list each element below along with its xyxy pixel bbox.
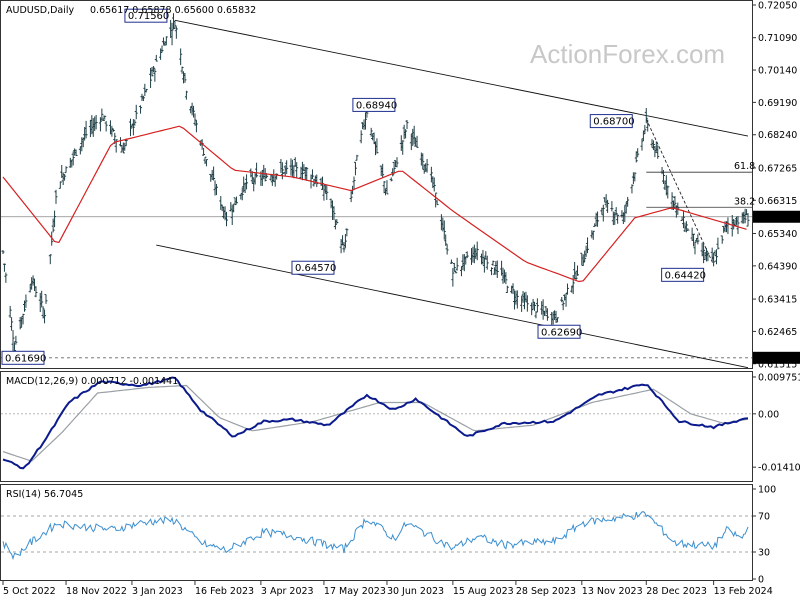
- level-label: 0.61690: [5, 353, 46, 364]
- price-bars: [1, 13, 750, 353]
- macd-panel-frame: [0, 371, 753, 482]
- current-price-label: 0.65832: [758, 212, 797, 223]
- price-tick-label: 0.71090: [758, 33, 797, 44]
- level-label: 0.68700: [593, 117, 634, 128]
- support-price-tag: [753, 351, 800, 364]
- price-panel-frame: [0, 0, 753, 369]
- rsi-panel-frame: [0, 484, 753, 581]
- level-box: [537, 324, 581, 339]
- x-tick-label: 13 Feb 2024: [714, 586, 773, 597]
- rsi-tick-label: 100: [758, 485, 776, 496]
- x-tick-label: 30 Jun 2023: [387, 586, 444, 597]
- symbol-header: AUDUSD,Daily: [6, 5, 75, 16]
- watermark: ActionForex.com: [530, 39, 725, 69]
- level-label: 0.64420: [665, 270, 706, 281]
- price-tick-label: 0.72050: [758, 1, 797, 12]
- channel-upper-line: [174, 19, 749, 137]
- rsi-tick-label: 30: [758, 548, 770, 559]
- price-tick-label: 0.61515: [758, 359, 797, 370]
- macd-signal-line: [2, 384, 749, 462]
- ohlc-header: 0.65617 0.65878 0.65600 0.65832: [90, 5, 256, 16]
- level-label: 0.64570: [295, 263, 336, 274]
- x-tick-label: 3 Apr 2023: [261, 586, 314, 597]
- fib-label-61.8: 61.8: [734, 161, 755, 172]
- macd-tick-label: 0.00: [758, 409, 779, 420]
- fib-label-38.2: 38.2: [734, 196, 755, 207]
- rsi-title: RSI(14) 56.7045: [6, 489, 83, 500]
- price-tick-label: 0.65340: [758, 229, 797, 240]
- ema-line: [2, 125, 747, 283]
- price-tick-label: 0.67265: [758, 163, 797, 174]
- macd-title: MACD(12,26,9) 0.000712 -0.001441: [6, 376, 178, 387]
- price-tick-label: 0.62465: [758, 327, 797, 338]
- rsi-line: [2, 511, 749, 561]
- support-price-label: 0.61690: [758, 353, 797, 364]
- macd-main-line: [2, 376, 749, 470]
- level-labels: 61.8 38.2 0.71560 0.68940 0.64570 0.62690 0.68…: [1, 8, 755, 365]
- price-tick-label: 0.69190: [758, 98, 797, 109]
- rsi-tick-label: 70: [758, 512, 770, 523]
- level-box: [1, 350, 45, 365]
- x-tick-label: 5 Oct 2022: [3, 586, 56, 597]
- price-tick-label: 0.68240: [758, 130, 797, 141]
- price-plot: [1, 13, 752, 369]
- x-tick-label: 17 May 2023: [324, 586, 386, 597]
- x-tick-label: 15 Aug 2023: [453, 586, 514, 597]
- level-box: [661, 267, 705, 282]
- projection-dashed-line: [645, 118, 715, 266]
- level-box: [291, 260, 335, 275]
- level-label: 0.71560: [128, 11, 169, 22]
- level-box: [589, 114, 633, 129]
- price-tick-label: 0.64390: [758, 261, 797, 272]
- price-tick-label: 0.70140: [758, 66, 797, 77]
- macd-tick-label: 0.009751: [758, 372, 800, 383]
- x-tick-label: 28 Sep 2023: [516, 586, 576, 597]
- level-box: [352, 97, 396, 112]
- channel-lower-line: [156, 244, 749, 369]
- rsi-plot: [1, 511, 752, 561]
- rsi-tick-label: 0: [758, 575, 764, 586]
- x-tick-label: 13 Nov 2023: [582, 586, 643, 597]
- level-box: [124, 8, 168, 23]
- current-price-tag: [753, 210, 800, 223]
- price-tick-label: 0.63415: [758, 295, 797, 306]
- x-tick-label: 16 Feb 2023: [195, 586, 254, 597]
- price-tick-label: 0.66315: [758, 196, 797, 207]
- level-label: 0.68940: [356, 100, 397, 111]
- x-tick-label: 18 Nov 2022: [66, 586, 127, 597]
- macd-plot: [1, 376, 752, 470]
- level-label: 0.62690: [541, 327, 582, 338]
- macd-tick-label: -0.014108: [758, 463, 800, 474]
- x-tick-label: 3 Jan 2023: [132, 586, 183, 597]
- x-tick-label: 28 Dec 2023: [646, 586, 707, 597]
